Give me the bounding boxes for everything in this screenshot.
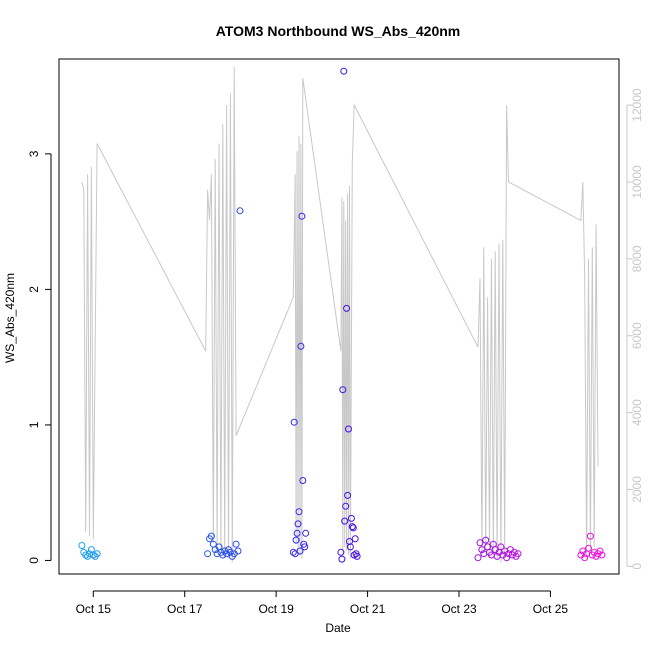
data-point [290, 418, 298, 426]
data-point [89, 551, 97, 559]
data-point [351, 535, 359, 543]
data-point [207, 532, 215, 540]
y2-tick-label: 6000 [630, 322, 644, 349]
y2-tick-label: 2000 [630, 476, 644, 503]
x-tick-label: Oct 17 [167, 602, 203, 616]
data-point [514, 550, 522, 558]
y-tick-label: 3 [27, 150, 41, 157]
data-point [585, 544, 592, 552]
data-point [299, 477, 307, 484]
data-point [297, 342, 305, 350]
data-point [476, 539, 484, 547]
data-point [346, 543, 354, 551]
data-point [338, 555, 346, 563]
data-point [478, 546, 486, 554]
y-tick-label: 1 [27, 421, 41, 428]
data-point [232, 540, 240, 548]
x-axis-label: Date [325, 621, 351, 635]
x-tick-label: Oct 15 [76, 602, 112, 616]
data-point [339, 386, 347, 394]
plot-frame [58, 58, 620, 575]
y-tick-label: 0 [27, 557, 41, 564]
data-point [348, 523, 356, 531]
data-point [510, 548, 518, 556]
data-point [302, 529, 310, 537]
data-point [482, 536, 490, 544]
data-point [78, 542, 86, 549]
data-point [596, 547, 604, 555]
data-point [474, 554, 482, 562]
data-point [236, 207, 244, 215]
data-point [82, 551, 90, 559]
x-tick-label: Oct 23 [441, 602, 477, 616]
data-point [86, 550, 93, 558]
x-tick-label: Oct 25 [533, 602, 569, 616]
y-axis-label: WS_Abs_420nm [3, 273, 17, 363]
data-point [342, 502, 350, 510]
data-point [497, 543, 505, 551]
data-point [337, 548, 345, 556]
point-series-layer [78, 67, 606, 563]
y2-tick-label: 12000 [630, 88, 644, 122]
data-point [581, 554, 589, 562]
y2-tick-label: 8000 [630, 245, 644, 272]
chart-title: ATOM3 Northbound WS_Abs_420nm [216, 23, 461, 39]
data-point [292, 536, 300, 544]
y2-tick-label: 4000 [630, 399, 644, 426]
data-point [340, 67, 348, 75]
data-point [345, 425, 352, 433]
data-point [598, 551, 606, 559]
data-point [204, 550, 212, 558]
data-point [341, 517, 349, 525]
data-point [586, 532, 594, 540]
data-point [226, 548, 234, 556]
data-point [349, 524, 357, 532]
data-point [219, 551, 227, 559]
data-point [301, 543, 309, 551]
line-series [81, 66, 599, 563]
y2-tick-label: 10000 [630, 165, 644, 199]
y-tick-label: 2 [27, 286, 41, 293]
data-point [298, 212, 306, 220]
data-point [289, 548, 297, 556]
data-point [344, 491, 352, 499]
data-point [503, 554, 511, 562]
data-point [353, 552, 361, 560]
data-point [295, 508, 303, 516]
axes-layer: Oct 15 Oct 17 Oct 19 Oct 21 Oct 23 Oct 25 0 1 2 3… [27, 88, 644, 616]
data-point [347, 514, 355, 522]
data-point [223, 550, 231, 558]
data-point [93, 550, 101, 558]
data-point [296, 547, 304, 555]
x-tick-label: Oct 19 [258, 602, 294, 616]
y2-tick-label: 0 [630, 563, 644, 570]
line-series-layer [81, 66, 599, 563]
data-point [293, 529, 301, 537]
data-point [343, 304, 351, 312]
data-point [234, 547, 242, 555]
x-tick-label: Oct 21 [350, 602, 386, 616]
data-point [294, 520, 302, 528]
